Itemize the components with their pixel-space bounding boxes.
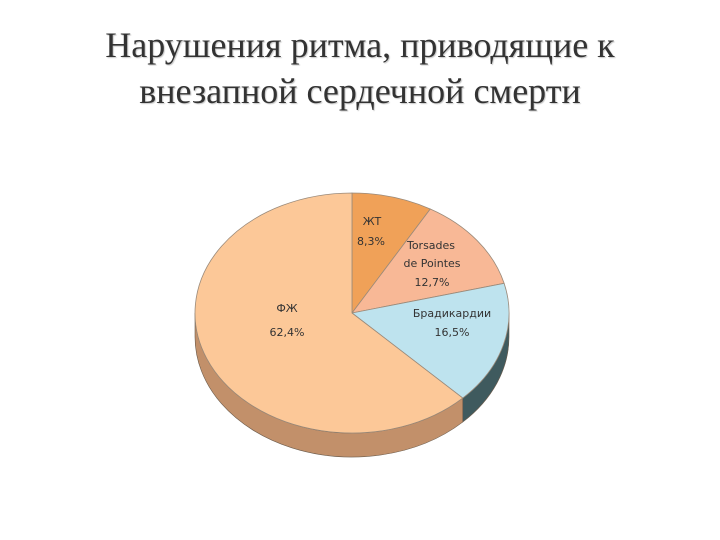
- slide-title: Нарушения ритма, приводящие к внезапной …: [0, 22, 720, 114]
- slice-value-vf: 62,4%: [270, 326, 305, 339]
- slice-torsades: [351, 208, 505, 314]
- slice-vf: [194, 192, 464, 434]
- slide-title-line-1: Нарушения ритма, приводящие к: [105, 25, 615, 65]
- slice-label-vf: ФЖ: [276, 302, 297, 315]
- slice-value-bradycardia: 16,5%: [435, 326, 470, 339]
- slice-label-torsades: Torsades: [406, 239, 455, 252]
- slice-label-torsades-line2: de Pointes: [403, 257, 460, 270]
- pie-slices: [194, 192, 510, 434]
- slice-value-torsades: 12,7%: [415, 276, 450, 289]
- slice-label-bradycardia: Брадикардии: [413, 307, 491, 320]
- slice-label-zht: ЖТ: [363, 215, 382, 228]
- slice-bradycardia: [351, 282, 510, 399]
- pie-labels: ЖТ 8,3% Torsades de Pointes 12,7% Брадик…: [270, 215, 492, 339]
- slide-title-line-2: внезапной сердечной смерти: [139, 71, 581, 111]
- slice-value-zht: 8,3%: [357, 235, 385, 248]
